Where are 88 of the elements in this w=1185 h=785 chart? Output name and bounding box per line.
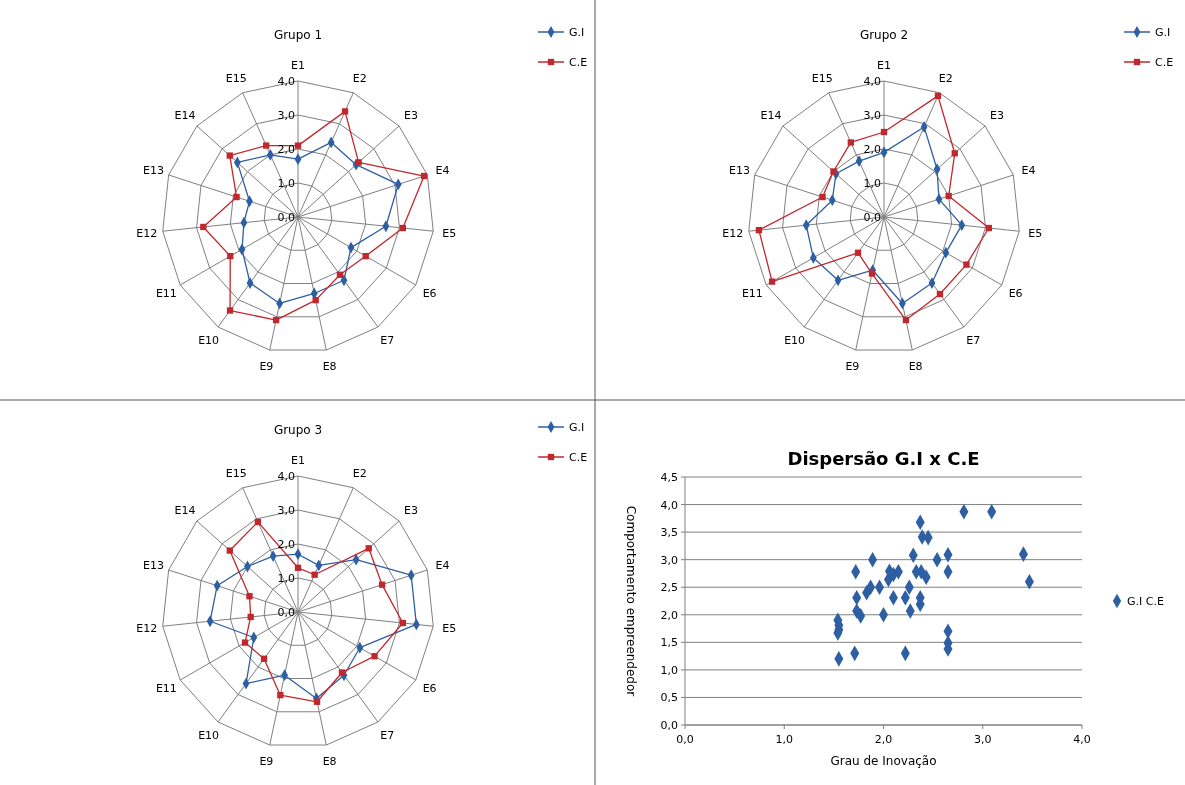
spoke-label: E3 bbox=[403, 504, 418, 518]
y-tick-label: 2,0 bbox=[863, 143, 881, 156]
spoke-label: E1 bbox=[291, 454, 305, 467]
y-tick-label: 3,0 bbox=[277, 109, 295, 122]
spoke-label: E6 bbox=[422, 682, 437, 695]
spoke-label: E7 bbox=[380, 728, 395, 742]
spoke-label: E8 bbox=[908, 359, 923, 373]
x-tick-label: 1,0 bbox=[775, 733, 793, 746]
spoke-label: E2 bbox=[352, 72, 367, 86]
y-tick-label: 2,0 bbox=[660, 608, 678, 622]
spoke-label: E2 bbox=[352, 467, 367, 481]
y-tick-label: 3,0 bbox=[863, 109, 881, 122]
spoke-label: E9 bbox=[259, 359, 274, 373]
y-tick-label: 3,0 bbox=[660, 553, 678, 567]
y-tick-label: 0,0 bbox=[863, 211, 881, 224]
y-tick-label: 1,0 bbox=[660, 663, 678, 677]
spoke-label: E13 bbox=[142, 164, 164, 178]
spoke-label: E15 bbox=[811, 72, 833, 86]
legend-label: G.I bbox=[569, 26, 585, 39]
legend-label: C.E bbox=[569, 56, 588, 69]
y-tick-label: 1,0 bbox=[277, 177, 295, 190]
y-tick-label: 2,5 bbox=[660, 581, 678, 595]
spoke-label: E13 bbox=[728, 164, 750, 178]
spoke-label: E7 bbox=[380, 333, 395, 347]
x-tick-label: 4,0 bbox=[1073, 733, 1091, 746]
spoke-label: E11 bbox=[741, 287, 763, 300]
spoke-label: E12 bbox=[722, 226, 744, 240]
x-axis-title: Grau de Inovação bbox=[830, 754, 937, 768]
spoke-label: E7 bbox=[966, 333, 981, 347]
y-tick-label: 4,5 bbox=[660, 471, 678, 484]
spoke-label: E9 bbox=[259, 754, 274, 768]
y-tick-label: 4,0 bbox=[660, 498, 678, 512]
spoke-label: E6 bbox=[422, 287, 437, 300]
spoke-label: E1 bbox=[877, 59, 891, 72]
y-tick-label: 2,0 bbox=[277, 538, 295, 551]
spoke-label: E5 bbox=[442, 621, 457, 635]
spoke-label: E8 bbox=[322, 359, 337, 373]
x-tick-label: 2,0 bbox=[874, 733, 893, 746]
y-tick-label: 4,0 bbox=[863, 75, 881, 88]
y-tick-label: 0,5 bbox=[660, 691, 678, 705]
x-tick-label: 0,0 bbox=[676, 733, 694, 746]
chart-title: Grupo 3 bbox=[273, 423, 323, 437]
x-tick-label: 3,0 bbox=[974, 733, 992, 746]
y-tick-label: 1,0 bbox=[863, 177, 881, 190]
y-tick-label: 0,0 bbox=[277, 211, 295, 224]
chart-title: Grupo 2 bbox=[859, 28, 909, 42]
y-tick-label: 4,0 bbox=[277, 470, 295, 483]
spoke-label: E12 bbox=[136, 226, 158, 240]
spoke-label: E15 bbox=[225, 72, 247, 86]
spoke-label: E10 bbox=[784, 333, 806, 347]
spoke-label: E8 bbox=[322, 754, 337, 768]
y-tick-label: 4,0 bbox=[277, 75, 295, 88]
spoke-label: E14 bbox=[174, 109, 196, 123]
spoke-label: E2 bbox=[938, 72, 953, 86]
legend-label: C.E bbox=[1155, 56, 1174, 69]
spoke-label: E6 bbox=[1008, 287, 1023, 300]
spoke-label: E5 bbox=[1028, 226, 1043, 240]
spoke-label: E10 bbox=[198, 728, 220, 742]
spoke-label: E3 bbox=[403, 109, 418, 123]
spoke-label: E12 bbox=[136, 621, 158, 635]
spoke-label: E4 bbox=[435, 164, 450, 178]
spoke-label: E4 bbox=[1021, 164, 1036, 178]
spoke-label: E11 bbox=[155, 287, 177, 300]
y-tick-label: 1,0 bbox=[277, 572, 295, 585]
y-tick-label: 0,0 bbox=[277, 606, 295, 619]
spoke-label: E11 bbox=[155, 682, 177, 695]
y-tick-label: 0,0 bbox=[660, 719, 678, 732]
chart-title: Grupo 1 bbox=[273, 28, 323, 42]
spoke-label: E14 bbox=[760, 109, 782, 123]
y-tick-label: 1,5 bbox=[660, 636, 678, 650]
legend-label: G.I bbox=[1155, 26, 1171, 39]
spoke-label: E15 bbox=[225, 467, 247, 481]
spoke-label: E3 bbox=[989, 109, 1004, 123]
spoke-label: E14 bbox=[174, 504, 196, 518]
y-tick-label: 2,0 bbox=[277, 143, 295, 156]
legend-label: C.E bbox=[569, 451, 588, 464]
legend-label: G.I bbox=[569, 421, 585, 434]
chart-title: Dispersão G.I x C.E bbox=[787, 448, 980, 469]
spoke-label: E9 bbox=[845, 359, 860, 373]
y-tick-label: 3,0 bbox=[277, 504, 295, 517]
legend-label: G.I C.E bbox=[1127, 595, 1164, 608]
spoke-label: E4 bbox=[435, 559, 450, 573]
y-axis-title: Comportamento empreendedor bbox=[624, 505, 638, 697]
spoke-label: E10 bbox=[198, 333, 220, 347]
spoke-label: E1 bbox=[291, 59, 305, 72]
y-tick-label: 3,5 bbox=[660, 526, 678, 540]
spoke-label: E5 bbox=[442, 226, 457, 240]
spoke-label: E13 bbox=[142, 559, 164, 573]
